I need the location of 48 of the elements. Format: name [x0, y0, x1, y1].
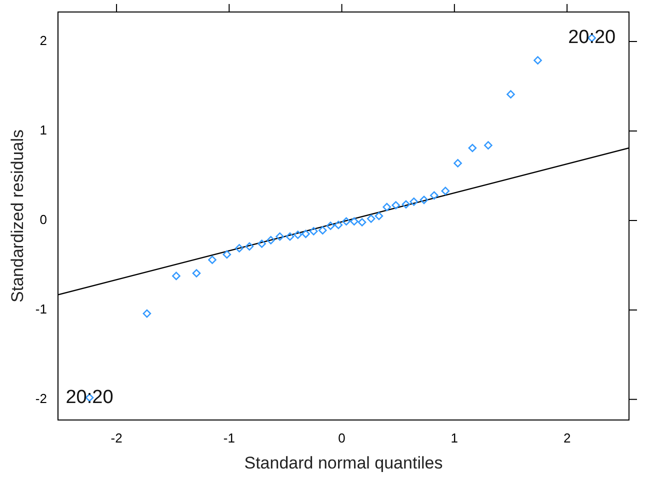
point [235, 244, 244, 252]
annotation: 20:20 [568, 27, 616, 48]
point [258, 240, 266, 248]
point [358, 218, 366, 226]
x-tick-label: -2 [110, 430, 122, 446]
point [245, 242, 254, 251]
point [350, 217, 358, 226]
point [392, 201, 400, 210]
y-tick-label: 0 [40, 212, 47, 228]
annotation: 20:20 [66, 386, 114, 408]
point [534, 56, 542, 64]
point [441, 186, 450, 196]
point [382, 202, 391, 212]
x-tick-label: -1 [223, 430, 235, 446]
point [302, 230, 310, 238]
point [402, 200, 410, 209]
point [334, 220, 343, 230]
point [208, 256, 216, 264]
y-tick-label: 1 [40, 122, 47, 138]
point [430, 191, 438, 200]
point [468, 144, 477, 152]
y-tick-label: 2 [40, 33, 47, 48]
point [326, 222, 335, 230]
point [374, 212, 384, 220]
point [286, 232, 294, 241]
point [410, 198, 418, 206]
point [342, 217, 350, 226]
x-tick-label: 1 [450, 430, 458, 446]
point [366, 214, 376, 223]
point [484, 141, 492, 150]
x-axis-title: Standard normal quantiles [244, 453, 443, 472]
point [142, 309, 152, 318]
point [172, 272, 180, 280]
point [192, 269, 201, 278]
point [222, 250, 232, 259]
point [318, 226, 327, 234]
x-tick-label: 2 [563, 430, 571, 446]
point [266, 236, 275, 244]
point [420, 196, 428, 204]
point [276, 232, 284, 241]
y-tick-label: -1 [35, 302, 47, 317]
point [294, 230, 302, 239]
y-axis-title: Standardized residuals [8, 130, 27, 302]
point [454, 159, 462, 168]
point [506, 90, 515, 98]
y-tick-label: -2 [35, 391, 47, 406]
x-tick-label: 0 [338, 430, 346, 446]
point [309, 227, 318, 236]
